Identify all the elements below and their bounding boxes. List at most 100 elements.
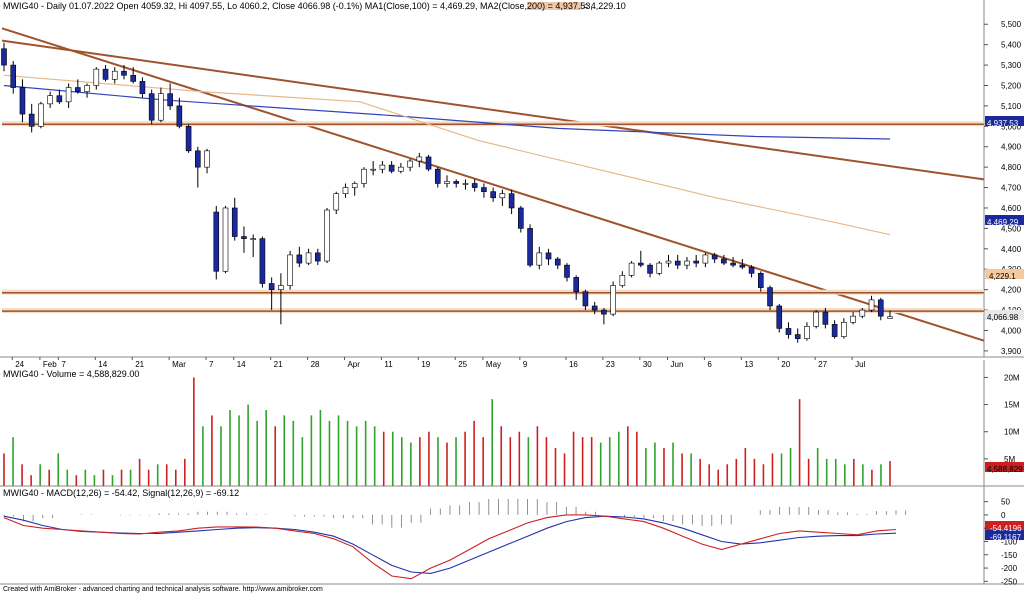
candle-body: [610, 285, 616, 315]
candle-body: [545, 252, 552, 260]
candle-body: [434, 168, 441, 184]
price-panel: 5,500 5,400 5,300 5,200 5,100 5,000 4,900 4,800…: [0, 0, 1024, 369]
candle-body: [28, 113, 35, 127]
candle-body: [121, 70, 127, 76]
date-tick-label: Feb: [43, 360, 57, 369]
candle-body: [499, 193, 506, 199]
candle-body: [314, 252, 321, 262]
candle-body: [75, 87, 81, 92]
price-tick-label: 4,200: [1001, 286, 1022, 295]
candle-body: [564, 264, 570, 278]
candle-body: [453, 181, 460, 184]
candle-body: [748, 266, 755, 274]
date-tick-label: 14: [237, 360, 246, 369]
candle-body: [619, 275, 626, 286]
candle-body: [785, 328, 792, 335]
candle-body: [130, 74, 137, 82]
volume-tick-label: 10M: [1004, 428, 1020, 437]
macd-tick-label: -200: [1001, 564, 1018, 573]
candle-body: [804, 326, 810, 339]
ma1-line: [3, 74, 891, 236]
price-tick-label: 4,400: [1001, 245, 1022, 254]
candle-body: [591, 305, 598, 311]
candle-body: [19, 87, 26, 115]
level-tag: 4,229.1: [989, 272, 1016, 281]
candle-body: [527, 228, 533, 266]
candle-body: [665, 260, 672, 264]
date-tick-label: 16: [569, 360, 578, 369]
candle-body: [490, 191, 496, 199]
candle-body: [831, 324, 838, 337]
candle-body: [887, 316, 893, 319]
date-tick-label: 20: [781, 360, 790, 369]
macd-header: MWIG40 - MACD(12,26) = -54.42, Signal(12…: [3, 488, 239, 498]
date-tick-label: 27: [818, 360, 827, 369]
candle-body: [536, 252, 543, 266]
close-tag: 4,066.98: [987, 313, 1019, 322]
candle-body: [176, 105, 183, 127]
price-tick-label: 5,100: [1001, 102, 1022, 111]
candle-body: [324, 209, 330, 262]
date-tick-label: 11: [384, 360, 393, 369]
candle-body: [398, 166, 404, 172]
price-tick-label: 4,000: [1001, 326, 1022, 335]
volume-tag: 4,588,829: [987, 465, 1023, 474]
candle-body: [333, 193, 340, 211]
trend-line: [1, 27, 985, 342]
price-tick-label: 4,700: [1001, 184, 1022, 193]
candle-body: [721, 258, 727, 264]
candle-body: [56, 95, 63, 103]
volume-header: MWIG40 - Volume = 4,588,829.00: [3, 369, 139, 379]
ma1-tag-bg: [985, 215, 1024, 225]
candle-body: [757, 273, 764, 288]
price-header-value3: = 4,229.10: [583, 1, 626, 11]
candle-body: [388, 164, 395, 172]
ma2-tag: 4,937.53: [987, 119, 1019, 128]
date-tick-label: 25: [458, 360, 467, 369]
price-header: MWIG40 - Daily 01.07.2022 Open 4059.32, …: [3, 1, 593, 11]
candle-body: [38, 103, 44, 127]
date-tick-label: Apr: [347, 360, 360, 369]
date-tick-label: 24: [15, 360, 24, 369]
volume-tick-label: 5M: [1004, 455, 1015, 464]
close-tag-bg: [985, 310, 1024, 320]
candle-body: [656, 262, 663, 274]
candle-body: [361, 168, 367, 184]
candle-body: [462, 183, 469, 185]
candle-body: [471, 183, 478, 188]
date-tick-label: 13: [744, 360, 753, 369]
candle-body: [573, 277, 580, 292]
price-tick-label: 5,300: [1001, 61, 1022, 70]
candle-body: [148, 93, 155, 121]
candle-body: [139, 81, 146, 94]
candle-body: [379, 164, 386, 170]
candle-body: [268, 283, 275, 290]
level-tag-bg: [985, 269, 1024, 279]
date-tick-label: 21: [135, 360, 144, 369]
candle-body: [877, 299, 884, 317]
candle-body: [370, 168, 376, 171]
ma2-tag-bg: [985, 116, 1024, 126]
candle-body: [84, 85, 90, 92]
ma2-line: [3, 84, 891, 140]
volume-panel: 20M 15M 10M 5M: [0, 360, 1024, 487]
candle-body: [628, 262, 635, 276]
trend-line: [1, 39, 985, 181]
candle-body: [868, 299, 875, 311]
macd-tick-label: -100: [1001, 537, 1018, 546]
candle-body: [167, 93, 173, 107]
candle-body: [102, 68, 109, 80]
macd-tick-label: -250: [1001, 577, 1018, 586]
candle-body: [647, 264, 653, 274]
macd-panel: 500-50-100-150-200-250: [0, 479, 1024, 586]
candle-body: [425, 156, 432, 170]
candle-body: [111, 70, 118, 80]
macd-tick-label: 0: [1001, 511, 1006, 520]
candle-body: [47, 95, 53, 105]
candle-body: [342, 187, 349, 194]
macd-tag-bg: [985, 521, 1024, 531]
candle-body: [65, 87, 72, 103]
candle-body: [231, 207, 238, 237]
candle-body: [693, 260, 699, 264]
